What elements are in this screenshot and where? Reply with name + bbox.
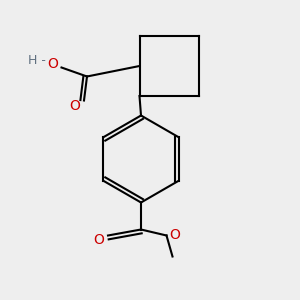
Text: O: O — [93, 233, 104, 247]
Text: O: O — [48, 57, 58, 71]
Text: O: O — [169, 228, 180, 242]
Text: O: O — [70, 99, 80, 113]
Text: H -: H - — [28, 54, 46, 68]
